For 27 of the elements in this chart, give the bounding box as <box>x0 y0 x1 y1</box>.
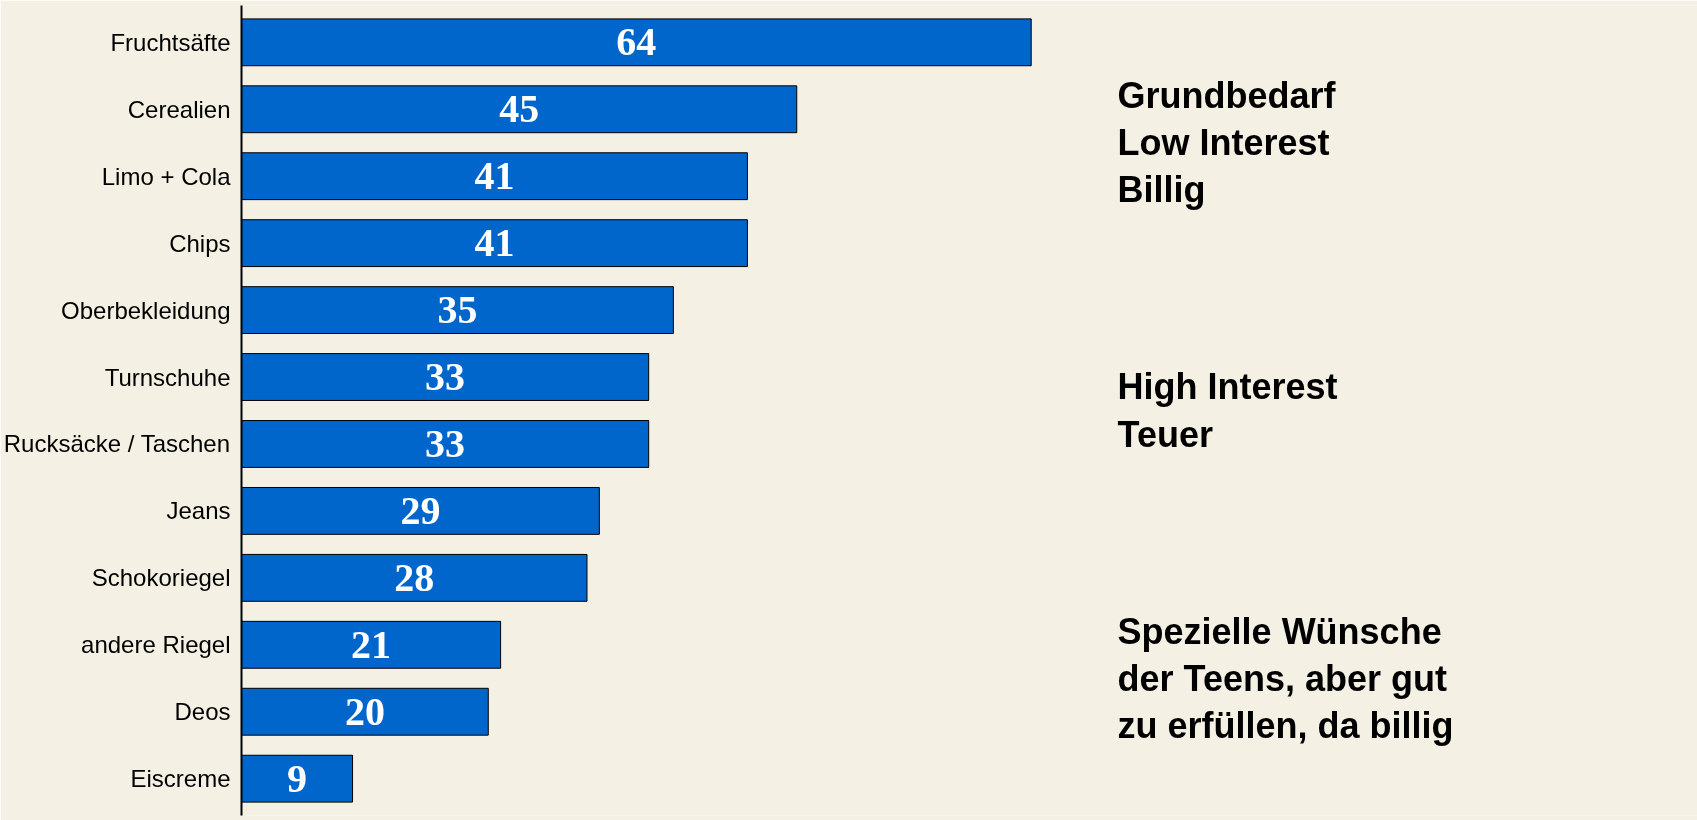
text: Grundbedarf Low Interest Billig <box>1117 75 1337 211</box>
data-label: 28 <box>394 554 435 600</box>
y-tick-label: Schokoriegel <box>91 564 231 592</box>
data-label: 20 <box>344 688 385 734</box>
y-tick-label: Rucksäcke / Taschen <box>3 430 231 458</box>
data-label: 33 <box>425 354 466 400</box>
y-tick-label: Fruchtsäfte <box>110 28 231 56</box>
y-tick-label: Limo + Cola <box>101 162 232 190</box>
data-label: 21 <box>351 621 392 667</box>
text: High Interest Teuer <box>1117 366 1338 455</box>
data-label: 29 <box>400 487 441 533</box>
y-tick-label: Cerealien <box>127 95 231 123</box>
text: Spezielle Wünsche der Teens, aber gut zu erfüllen, da billig <box>1117 610 1454 746</box>
data-label: 33 <box>425 420 466 466</box>
data-label: 45 <box>499 86 540 132</box>
y-tick-label: Jeans <box>166 497 231 525</box>
y-tick-label: Chips <box>169 229 231 257</box>
y-tick-label: Turnschuhe <box>104 363 231 391</box>
data-label: 9 <box>287 755 308 801</box>
y-tick-label: Eiscreme <box>130 765 231 793</box>
data-label: 41 <box>474 220 515 266</box>
y-tick-label: Oberbekleidung <box>61 296 231 324</box>
y-tick-label: Deos <box>174 698 231 726</box>
data-label: 35 <box>437 287 478 333</box>
y-tick-label: andere Riegel <box>81 631 231 659</box>
data-label: 64 <box>616 19 657 65</box>
data-label: 41 <box>474 153 515 199</box>
